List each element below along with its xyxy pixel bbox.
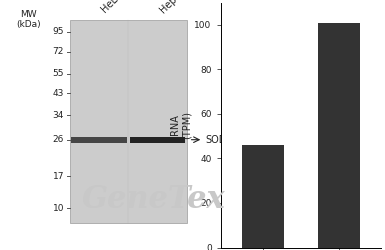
Text: 26: 26	[53, 135, 64, 144]
Bar	[70, 20, 187, 223]
Text: 72: 72	[53, 47, 64, 56]
Bar	[72, 137, 127, 143]
Bar	[318, 22, 360, 248]
Text: MW
(kDa): MW (kDa)	[17, 10, 41, 29]
Bar	[242, 145, 284, 248]
Y-axis label: RNA
(TPM): RNA (TPM)	[170, 111, 192, 139]
Text: 34: 34	[53, 111, 64, 120]
Text: 95: 95	[53, 28, 64, 36]
Bar	[130, 137, 186, 143]
Text: HeLa: HeLa	[99, 0, 124, 15]
Text: 55: 55	[53, 69, 64, 78]
Text: GeneTex: GeneTex	[82, 184, 226, 216]
Text: 10: 10	[53, 204, 64, 213]
Text: SOD2: SOD2	[205, 135, 233, 145]
Text: 17: 17	[53, 172, 64, 181]
Text: 43: 43	[53, 89, 64, 98]
Text: HepG2: HepG2	[157, 0, 188, 15]
